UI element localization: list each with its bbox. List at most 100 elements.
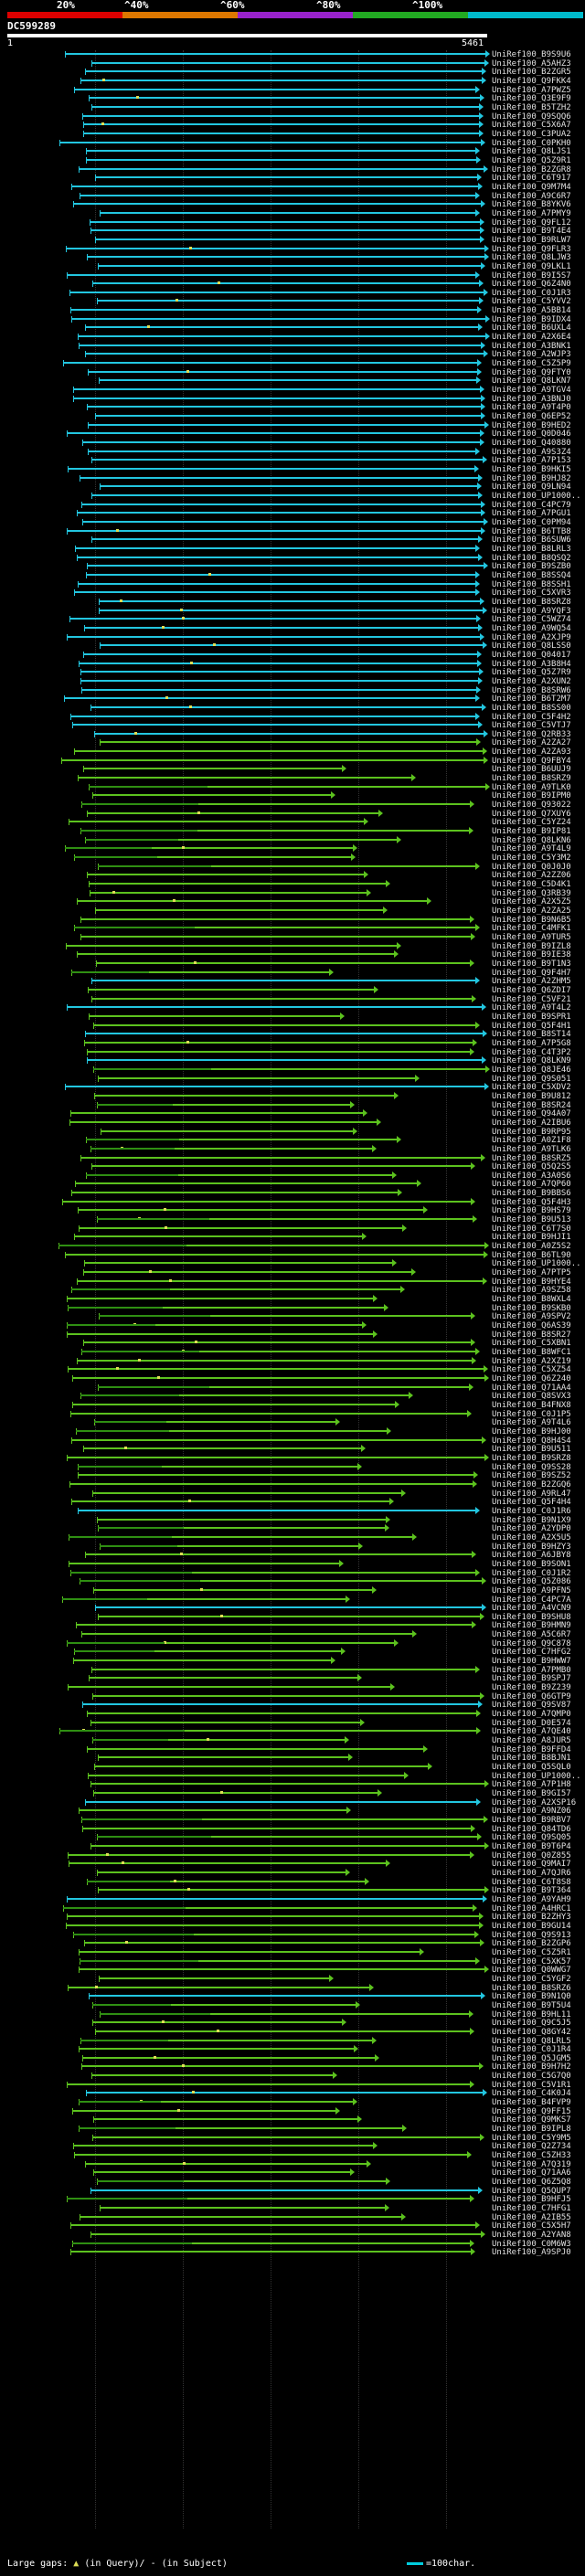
hit-alignment-bar[interactable]	[59, 141, 481, 143]
hit-alignment-bar[interactable]	[67, 273, 475, 276]
hit-alignment-bar[interactable]	[78, 1509, 475, 1511]
hit-label[interactable]: UniRef100_B9SZ52	[492, 1471, 571, 1481]
hit-label[interactable]: UniRef100_B9HWW7	[492, 1657, 571, 1667]
hit-alignment-bar[interactable]	[62, 1200, 471, 1203]
hit-label[interactable]: UniRef100_B9SPR1	[492, 1012, 571, 1022]
hit-label[interactable]: UniRef100_Q9SS28	[492, 1462, 571, 1472]
hit-label[interactable]: UniRef100_Q9MAI7	[492, 1860, 571, 1870]
hit-label[interactable]: UniRef100_B4FVP9	[492, 2098, 571, 2108]
hit-alignment-bar[interactable]	[79, 2101, 353, 2104]
hit-alignment-bar[interactable]	[80, 79, 482, 81]
hit-label[interactable]: UniRef100_B9HYE4	[492, 1277, 571, 1287]
hit-alignment-bar[interactable]	[79, 662, 477, 664]
hit-label[interactable]: UniRef100_Q3E9F9	[492, 94, 571, 104]
hit-label[interactable]: UniRef100_C3PUA2	[492, 129, 571, 139]
hit-alignment-bar[interactable]	[84, 626, 478, 629]
hit-label[interactable]: UniRef100_A2ZZ06	[492, 871, 571, 881]
hit-label[interactable]: UniRef100_Q9S051	[492, 1074, 571, 1084]
hit-alignment-bar[interactable]	[94, 1421, 335, 1424]
hit-alignment-bar[interactable]	[88, 988, 374, 991]
hit-label[interactable]: UniRef100_B9HFJ5	[492, 2195, 571, 2205]
hit-alignment-bar[interactable]	[64, 697, 475, 700]
hit-label[interactable]: UniRef100_Q0WWG7	[492, 1966, 571, 1976]
hit-label[interactable]: UniRef100_Q5Z086	[492, 1577, 571, 1587]
hit-alignment-bar[interactable]	[67, 2083, 470, 2085]
hit-alignment-bar[interactable]	[100, 2207, 385, 2210]
hit-alignment-bar[interactable]	[90, 705, 482, 708]
hit-label[interactable]: UniRef100_B9GI57	[492, 1789, 571, 1799]
hit-alignment-bar[interactable]	[58, 1245, 484, 1247]
hit-alignment-bar[interactable]	[73, 388, 480, 391]
hit-label[interactable]: UniRef100_C0PM94	[492, 517, 571, 527]
hit-label[interactable]: UniRef100_A3BNJ0	[492, 394, 571, 404]
hit-alignment-bar[interactable]	[93, 1023, 475, 1026]
hit-label[interactable]: UniRef100_A9C6R7	[492, 191, 571, 201]
hit-alignment-bar[interactable]	[68, 1306, 384, 1309]
hit-alignment-bar[interactable]	[101, 1129, 353, 1132]
hit-alignment-bar[interactable]	[84, 1942, 480, 1945]
hit-label[interactable]: UniRef100_A7QJR6	[492, 1868, 571, 1878]
hit-alignment-bar[interactable]	[80, 917, 470, 920]
hit-alignment-bar[interactable]	[77, 953, 394, 956]
hit-alignment-bar[interactable]	[91, 1165, 471, 1168]
hit-alignment-bar[interactable]	[89, 785, 485, 788]
hit-label[interactable]: UniRef100_Q9M7M4	[492, 182, 571, 192]
hit-alignment-bar[interactable]	[85, 353, 484, 355]
hit-label[interactable]: UniRef100_Q94A07	[492, 1109, 571, 1119]
hit-alignment-bar[interactable]	[82, 441, 480, 444]
hit-label[interactable]: UniRef100_B9IE38	[492, 950, 571, 960]
hit-label[interactable]: UniRef100_B9SHU8	[492, 1612, 571, 1622]
hit-label[interactable]: UniRef100_Q9FBY4	[492, 756, 571, 766]
hit-alignment-bar[interactable]	[92, 1694, 480, 1697]
hit-label[interactable]: UniRef100_A2IBU6	[492, 1118, 571, 1128]
hit-label[interactable]: UniRef100_A7PWZ5	[492, 85, 571, 95]
hit-label[interactable]: UniRef100_B9HKI5	[492, 465, 571, 475]
hit-alignment-bar[interactable]	[92, 2021, 342, 2024]
hit-label[interactable]: UniRef100_B9HJI1	[492, 1233, 571, 1243]
hit-label[interactable]: UniRef100_B9Z239	[492, 1683, 571, 1693]
hit-label[interactable]: UniRef100_Q8LKN9	[492, 1056, 571, 1066]
hit-alignment-bar[interactable]	[79, 2048, 354, 2051]
hit-label[interactable]: UniRef100_A2XUN2	[492, 676, 571, 686]
hit-alignment-bar[interactable]	[65, 1086, 484, 1088]
hit-alignment-bar[interactable]	[78, 335, 485, 338]
hit-alignment-bar[interactable]	[86, 2092, 483, 2094]
hit-label[interactable]: UniRef100_B2ZHY3	[492, 1913, 571, 1923]
hit-alignment-bar[interactable]	[75, 1182, 417, 1185]
hit-label[interactable]: UniRef100_B9HJ00	[492, 1426, 571, 1436]
hit-alignment-bar[interactable]	[88, 1774, 404, 1776]
hit-label[interactable]: UniRef100_A9TGV4	[492, 386, 571, 396]
hit-label[interactable]: UniRef100_Q6Z240	[492, 1374, 571, 1383]
hit-alignment-bar[interactable]	[87, 1747, 423, 1750]
hit-alignment-bar[interactable]	[84, 1262, 392, 1265]
hit-label[interactable]: UniRef100_A7Q319	[492, 2159, 571, 2169]
hit-alignment-bar[interactable]	[63, 362, 477, 365]
hit-label[interactable]: UniRef100_C5XBN1	[492, 1339, 571, 1349]
hit-alignment-bar[interactable]	[61, 758, 484, 761]
hit-alignment-bar[interactable]	[79, 1968, 484, 1971]
hit-label[interactable]: UniRef100_B8YKV6	[492, 200, 571, 210]
hit-label[interactable]: UniRef100_B9U511	[492, 1445, 571, 1455]
hit-alignment-bar[interactable]	[83, 1271, 411, 1274]
hit-alignment-bar[interactable]	[91, 997, 472, 1000]
hit-alignment-bar[interactable]	[98, 864, 475, 867]
hit-label[interactable]: UniRef100_A9TLK6	[492, 1144, 571, 1154]
hit-alignment-bar[interactable]	[90, 220, 480, 223]
hit-label[interactable]: UniRef100_C5X5H7	[492, 2221, 571, 2231]
hit-alignment-bar[interactable]	[80, 679, 478, 682]
hit-label[interactable]: UniRef100_B8ST14	[492, 1030, 571, 1040]
hit-label[interactable]: UniRef100_C6T8S8	[492, 1877, 571, 1887]
hit-alignment-bar[interactable]	[73, 397, 481, 399]
hit-alignment-bar[interactable]	[82, 2056, 375, 2059]
hit-label[interactable]: UniRef100_A9YQF3	[492, 606, 571, 616]
hit-alignment-bar[interactable]	[83, 1341, 471, 1344]
hit-label[interactable]: UniRef100_B9HJ82	[492, 473, 571, 483]
hit-label[interactable]: UniRef100_Q0J0J0	[492, 862, 571, 872]
hit-label[interactable]: UniRef100_B9T4E4	[492, 227, 571, 237]
hit-alignment-bar[interactable]	[67, 1641, 394, 1644]
hit-alignment-bar[interactable]	[80, 476, 478, 479]
hit-alignment-bar[interactable]	[90, 1147, 372, 1150]
hit-alignment-bar[interactable]	[80, 2215, 401, 2218]
hit-alignment-bar[interactable]	[80, 671, 479, 673]
hit-alignment-bar[interactable]	[76, 1624, 472, 1627]
